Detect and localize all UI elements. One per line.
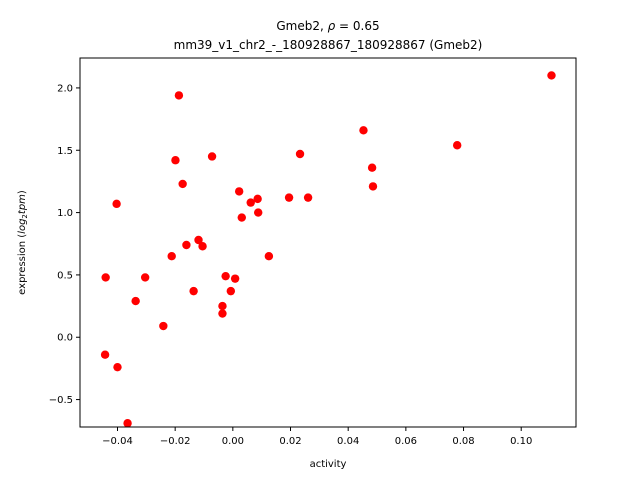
- x-axis-label: activity: [310, 459, 347, 470]
- scatter-point: [264, 252, 274, 261]
- data-points: [100, 71, 556, 428]
- scatter-point: [218, 309, 227, 318]
- scatter-point: [237, 213, 246, 222]
- y-axis-label: expression (log2tpm): [17, 190, 29, 295]
- y-tick-label: 1.5: [57, 146, 73, 157]
- scatter-point: [198, 242, 207, 251]
- y-tick-label: 0.0: [57, 333, 73, 344]
- x-tick-label: 0.08: [452, 436, 474, 447]
- scatter-point: [367, 163, 377, 172]
- scatter-point: [303, 193, 313, 202]
- plot-area: [79, 57, 577, 428]
- scatter-point: [112, 199, 121, 209]
- y-axis-ticks: −0.5 0.0 0.5 1.0 1.5 2.0: [49, 83, 80, 406]
- scatter-point: [359, 126, 368, 135]
- y-tick-label: 1.0: [57, 208, 73, 219]
- scatter-point: [101, 273, 110, 282]
- x-tick-label: 0.06: [395, 436, 417, 447]
- scatter-point: [207, 152, 217, 161]
- scatter-point: [368, 182, 378, 191]
- x-tick-label: 0.00: [222, 436, 244, 447]
- y-tick-label: −0.5: [49, 395, 73, 406]
- scatter-point: [140, 273, 150, 282]
- x-tick-label: −0.02: [160, 436, 191, 447]
- chart-title-line2: mm39_v1_chr2_-_180928867_180928867 (Gmeb…: [174, 38, 483, 52]
- scatter-point: [167, 252, 176, 261]
- scatter-point: [178, 179, 187, 189]
- x-tick-label: 0.04: [337, 436, 359, 447]
- scatter-point: [113, 362, 122, 372]
- x-tick-label: 0.02: [279, 436, 301, 447]
- scatter-point: [218, 301, 227, 311]
- scatter-point: [254, 208, 263, 217]
- scatter-point: [171, 156, 180, 165]
- scatter-point: [226, 286, 236, 296]
- scatter-point: [159, 321, 168, 331]
- scatter-point: [230, 274, 240, 283]
- chart-title-line1: Gmeb2, ρ = 0.65: [276, 19, 379, 33]
- scatter-point: [100, 350, 110, 359]
- scatter-point: [234, 187, 244, 196]
- scatter-point: [131, 296, 140, 306]
- scatter-point: [295, 149, 305, 159]
- scatter-point: [189, 286, 198, 296]
- scatter-point: [246, 198, 255, 207]
- y-tick-label: 2.0: [57, 83, 73, 94]
- plot-frame: [79, 57, 577, 428]
- scatter-point: [221, 271, 230, 281]
- y-tick-label: 0.5: [57, 270, 73, 281]
- scatter-point: [452, 141, 462, 150]
- scatter-point: [194, 235, 203, 245]
- scatter-point: [284, 193, 294, 202]
- x-axis-ticks: −0.04 −0.02 0.00 0.02 0.04 0.06 0.08 0.10: [102, 427, 532, 447]
- scatter-point: [182, 240, 191, 250]
- scatter-point: [174, 91, 184, 100]
- x-tick-label: −0.04: [102, 436, 133, 447]
- scatter-point: [253, 194, 262, 204]
- scatter-point: [123, 419, 132, 428]
- x-tick-label: 0.10: [510, 436, 532, 447]
- scatter-point: [547, 71, 556, 80]
